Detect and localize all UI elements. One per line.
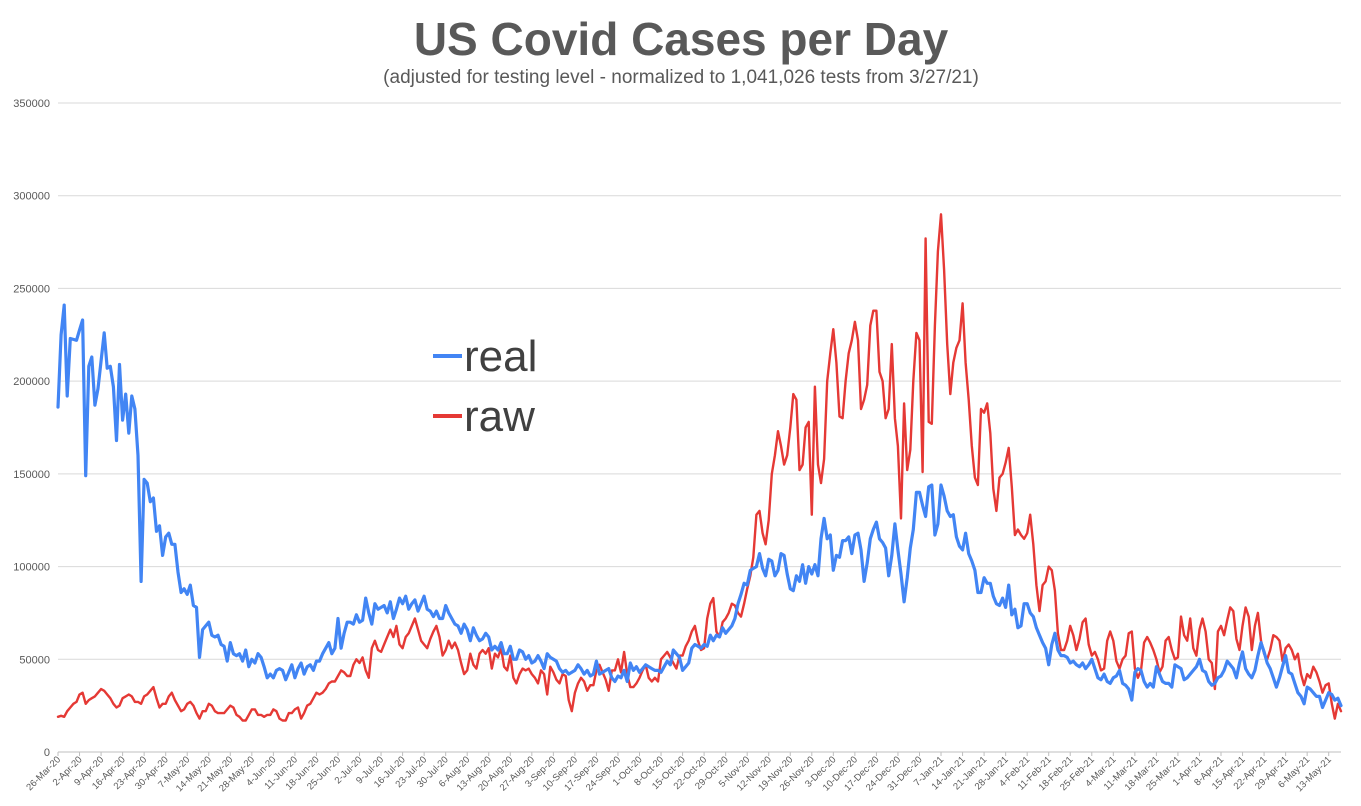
series-line-real bbox=[56, 303, 1343, 710]
gridlines bbox=[58, 102, 1341, 753]
legend-label-real: real bbox=[464, 332, 537, 381]
y-tick-label: 350000 bbox=[13, 98, 50, 110]
y-tick-label: 300000 bbox=[13, 191, 50, 203]
y-tick-label: 250000 bbox=[13, 283, 50, 295]
series-line-raw bbox=[56, 213, 1343, 722]
plot-area bbox=[56, 213, 1343, 722]
x-axis: 26-Mar-202-Apr-209-Apr-2016-Apr-2023-Apr… bbox=[24, 752, 1334, 794]
legend: real raw bbox=[433, 332, 537, 441]
chart-title: US Covid Cases per Day bbox=[414, 13, 949, 65]
legend-label-raw: raw bbox=[464, 392, 535, 441]
chart-subtitle: (adjusted for testing level - normalized… bbox=[383, 67, 979, 88]
y-tick-label: 50000 bbox=[19, 654, 50, 666]
y-tick-label: 150000 bbox=[13, 469, 50, 481]
y-tick-label: 100000 bbox=[13, 562, 50, 574]
y-tick-label: 0 bbox=[44, 747, 50, 759]
y-axis: 0 50000 100000 150000 200000 250000 300000 3500… bbox=[13, 98, 50, 759]
y-tick-label: 200000 bbox=[13, 376, 50, 388]
